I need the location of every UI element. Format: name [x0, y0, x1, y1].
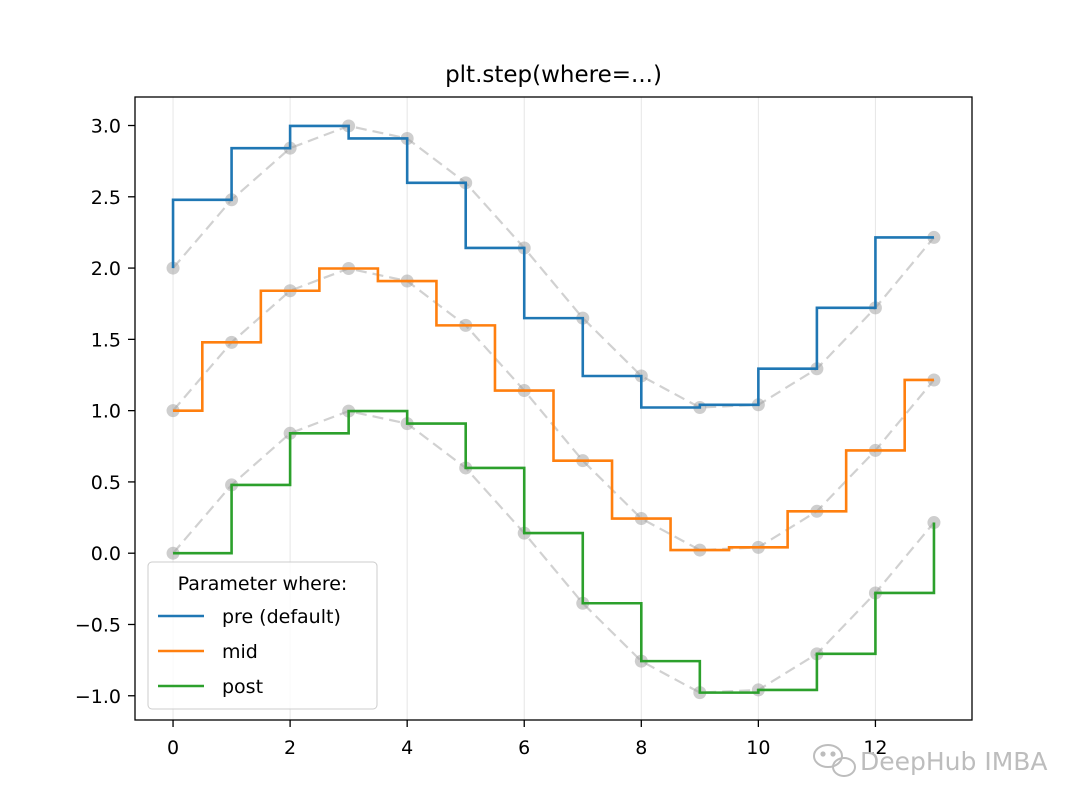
y-tick-label: 1.0 — [91, 401, 121, 423]
y-tick-label: 1.5 — [91, 329, 121, 351]
x-tick-label: 6 — [518, 737, 530, 759]
x-tick-label: 8 — [635, 737, 647, 759]
x-tick-label: 0 — [167, 737, 179, 759]
legend-box — [147, 561, 378, 710]
legend-entries: pre (default) mid post — [158, 606, 341, 698]
step-line-pre — [171, 124, 934, 409]
watermark: DeepHub IMBA — [813, 744, 1048, 777]
y-tick-label: 2.0 — [91, 258, 121, 280]
y-tick-label: 0.0 — [91, 543, 121, 565]
y-axis-ticks: −1.0 −0.5 0.0 0.5 1.0 1.5 2.0 2.5 3.0 — [75, 116, 135, 708]
x-axis-ticks: 0 2 4 6 8 10 12 — [167, 720, 888, 759]
x-tick-label: 10 — [746, 737, 770, 759]
legend: Parameter where: pre (default) mid post — [147, 561, 378, 710]
legend-label: post — [222, 676, 263, 698]
x-tick-label: 4 — [401, 737, 413, 759]
x-tick-label: 2 — [284, 737, 296, 759]
step-line-post — [173, 409, 936, 694]
reference-line — [172, 409, 935, 694]
watermark-text: DeepHub IMBA — [860, 747, 1048, 776]
y-tick-label: −0.5 — [75, 614, 121, 636]
legend-label: mid — [222, 641, 258, 663]
step-line-mid — [173, 267, 934, 552]
x-tick-label: 12 — [863, 737, 887, 759]
reference-line — [172, 124, 935, 409]
y-tick-label: 2.5 — [91, 187, 121, 209]
wechat-icon — [813, 744, 856, 777]
legend-label: pre (default) — [222, 606, 341, 628]
plot-area-frame — [134, 96, 973, 721]
y-tick-label: −1.0 — [75, 686, 121, 708]
legend-title: Parameter where: — [178, 573, 348, 595]
y-tick-label: 0.5 — [91, 472, 121, 494]
series-layer — [171, 124, 936, 694]
y-tick-label: 3.0 — [91, 116, 121, 138]
chart-title: plt.step(where=...) — [445, 62, 662, 88]
